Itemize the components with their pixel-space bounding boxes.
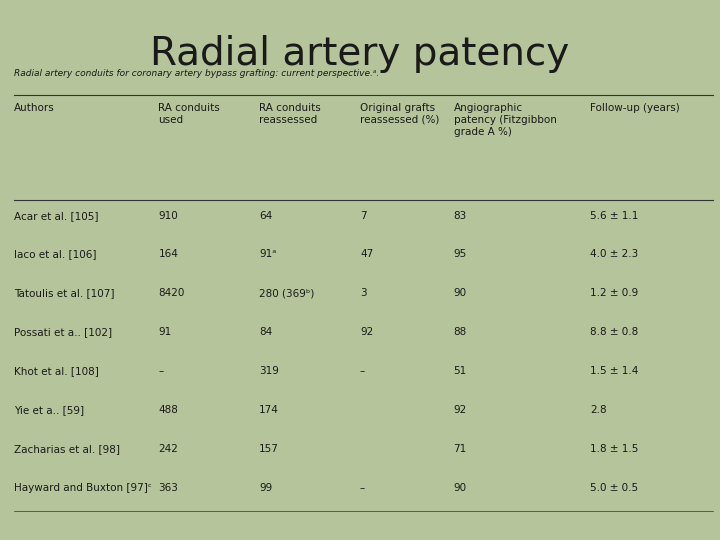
Text: 174: 174 [259,405,279,415]
Text: 488: 488 [158,405,179,415]
Text: 83: 83 [454,211,467,221]
Text: 95: 95 [454,249,467,260]
Text: 157: 157 [259,444,279,454]
Text: Tatoulis et al. [107]: Tatoulis et al. [107] [14,288,115,299]
Text: 5.6 ± 1.1: 5.6 ± 1.1 [590,211,639,221]
Text: Hayward and Buxton [97]ᶜ: Hayward and Buxton [97]ᶜ [14,483,152,493]
Text: –: – [360,366,365,376]
Text: Original grafts
reassessed (%): Original grafts reassessed (%) [360,103,439,125]
Text: Angiographic
patency (Fitzgibbon
grade A %): Angiographic patency (Fitzgibbon grade A… [454,103,557,137]
Text: Acar et al. [105]: Acar et al. [105] [14,211,99,221]
Text: 3: 3 [360,288,366,299]
Text: Possati et a.. [102]: Possati et a.. [102] [14,327,112,338]
Text: 4.0 ± 2.3: 4.0 ± 2.3 [590,249,639,260]
Text: 1.5 ± 1.4: 1.5 ± 1.4 [590,366,639,376]
Text: 51: 51 [454,366,467,376]
Text: Zacharias et al. [98]: Zacharias et al. [98] [14,444,120,454]
Text: 1.8 ± 1.5: 1.8 ± 1.5 [590,444,639,454]
Text: 363: 363 [158,483,179,493]
Text: 242: 242 [158,444,179,454]
Text: Radial artery conduits for coronary artery bypass grafting: current perspective.: Radial artery conduits for coronary arte… [14,69,379,78]
Text: 91: 91 [158,327,171,338]
Text: 88: 88 [454,327,467,338]
Text: Radial artery patency: Radial artery patency [150,35,570,73]
Text: Khot et al. [108]: Khot et al. [108] [14,366,99,376]
Text: 910: 910 [158,211,178,221]
Text: –: – [360,483,365,493]
Text: 319: 319 [259,366,279,376]
Text: RA conduits
reassessed: RA conduits reassessed [259,103,321,125]
Text: 91ᵃ: 91ᵃ [259,249,276,260]
Text: –: – [158,366,163,376]
Text: Follow-up (years): Follow-up (years) [590,103,680,113]
Text: 7: 7 [360,211,366,221]
Text: 2.8: 2.8 [590,405,607,415]
Text: Yie et a.. [59]: Yie et a.. [59] [14,405,84,415]
Text: 47: 47 [360,249,373,260]
Text: 280 (369ᵇ): 280 (369ᵇ) [259,288,315,299]
Text: 8420: 8420 [158,288,185,299]
Text: 8.8 ± 0.8: 8.8 ± 0.8 [590,327,639,338]
Text: 1.2 ± 0.9: 1.2 ± 0.9 [590,288,639,299]
Text: 71: 71 [454,444,467,454]
Text: 5.0 ± 0.5: 5.0 ± 0.5 [590,483,639,493]
Text: 84: 84 [259,327,272,338]
Text: Iaco et al. [106]: Iaco et al. [106] [14,249,97,260]
Text: 92: 92 [360,327,373,338]
Text: 64: 64 [259,211,272,221]
Text: 92: 92 [454,405,467,415]
Text: 90: 90 [454,288,467,299]
Text: 164: 164 [158,249,179,260]
Text: Authors: Authors [14,103,55,113]
Text: 99: 99 [259,483,272,493]
Text: RA conduits
used: RA conduits used [158,103,220,125]
Text: 90: 90 [454,483,467,493]
